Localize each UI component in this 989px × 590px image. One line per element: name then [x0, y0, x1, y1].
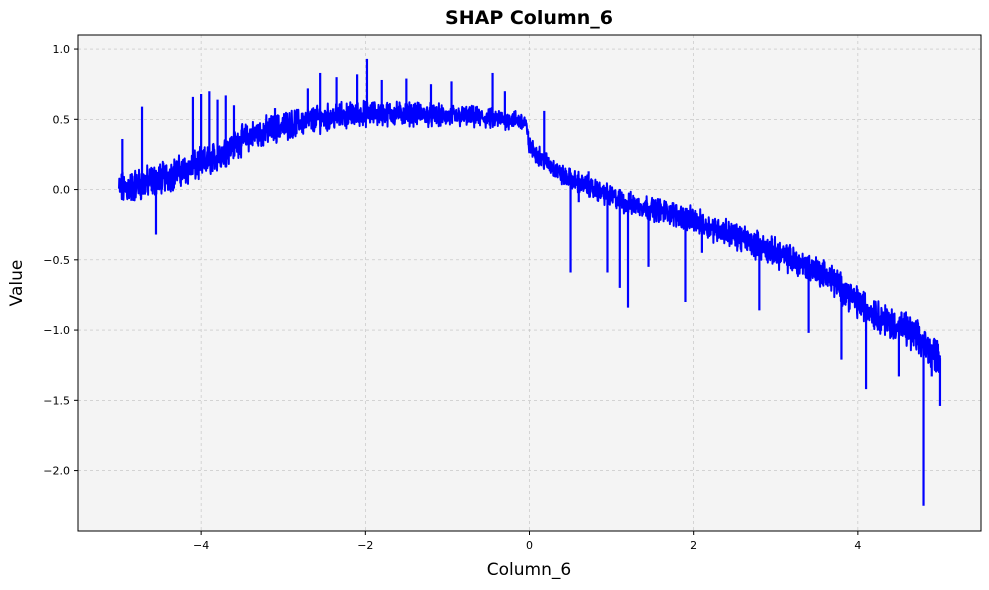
grid-lines [78, 35, 981, 531]
y-tick-label: 1.0 [53, 43, 71, 56]
y-tick-label: 0.5 [53, 113, 71, 126]
y-tick-label: −1.0 [43, 324, 70, 337]
x-tick-label: −2 [357, 539, 373, 552]
y-tick-label: −1.5 [43, 394, 70, 407]
x-axis-label: Column_6 [487, 560, 571, 580]
x-tick-label: 0 [526, 539, 533, 552]
y-tick-label: −0.5 [43, 254, 70, 267]
x-tick-label: 4 [854, 539, 861, 552]
x-tick-label: −4 [193, 539, 209, 552]
x-axis-ticks: −4 −2 0 2 4 [193, 531, 861, 552]
y-axis-ticks: −2.0 −1.5 −1.0 −0.5 0.0 0.5 1.0 [43, 43, 78, 478]
x-tick-label: 2 [690, 539, 697, 552]
y-tick-label: 0.0 [53, 184, 71, 197]
y-tick-label: −2.0 [43, 465, 70, 478]
series-line [118, 99, 941, 373]
y-axis-label: Value [7, 260, 27, 307]
series-layer [118, 58, 942, 506]
chart-title: SHAP Column_6 [445, 7, 613, 29]
